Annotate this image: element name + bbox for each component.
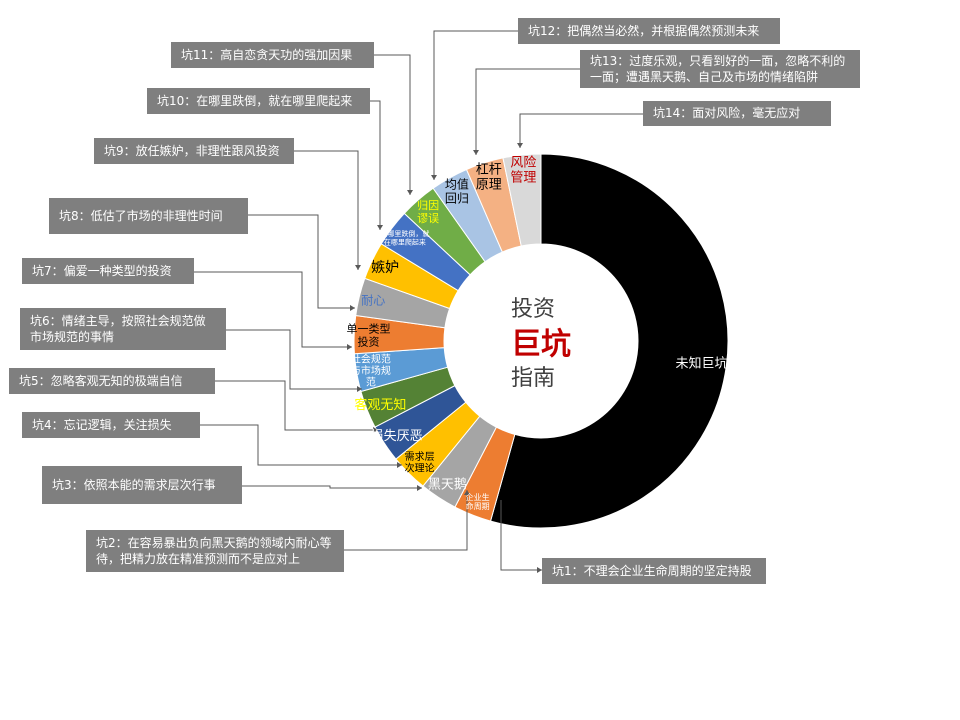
slice-label-2: 黑天鹅 bbox=[428, 476, 467, 492]
callout-11-text: ：高自恋贪天功的强加因果 bbox=[208, 48, 353, 62]
center-title-line2: 巨坑 bbox=[511, 327, 571, 362]
slice-label-1: 企业生命周期 bbox=[466, 492, 490, 511]
callout-12-text: ：把偶然当必然，并根据偶然预测未来 bbox=[555, 24, 760, 38]
callout-10-arrowhead bbox=[377, 225, 383, 230]
callout-5: 坑5：忽略客观无知的极端自信 bbox=[9, 368, 215, 394]
callout-5-arrowhead bbox=[373, 427, 378, 433]
callout-2-prefix: 坑2 bbox=[96, 536, 116, 550]
callout-3-prefix: 坑3 bbox=[52, 478, 72, 492]
callout-2-connector bbox=[344, 490, 468, 551]
callout-11-prefix: 坑11 bbox=[181, 48, 209, 62]
slice-label-6: 社会规范与市场规范 bbox=[351, 352, 391, 388]
slice-label-10: 在哪里跌倒，就在哪里爬起来 bbox=[380, 229, 429, 246]
callout-6-arrowhead bbox=[357, 386, 362, 392]
callout-9-connector bbox=[294, 150, 359, 270]
center-title-line3: 指南 bbox=[511, 366, 555, 391]
callout-11-arrowhead bbox=[407, 190, 413, 195]
callout-13-arrowhead bbox=[473, 150, 479, 155]
callout-14-connector bbox=[519, 113, 643, 148]
callout-13-prefix: 坑13 bbox=[590, 54, 618, 68]
callout-7-connector bbox=[194, 271, 352, 348]
callout-4-connector bbox=[200, 424, 402, 466]
callout-6: 坑6：情绪主导，按照社会规范做市场规范的事情 bbox=[20, 308, 226, 350]
callout-7-arrowhead bbox=[347, 344, 352, 350]
callout-8-arrowhead bbox=[350, 305, 355, 311]
callout-7-prefix: 坑7 bbox=[32, 264, 52, 278]
callout-6-prefix: 坑6 bbox=[30, 314, 50, 328]
callout-2-text: ：在容易暴出负向黑天鹅的领域内耐心等待，把精力放在精准预测而不是应对上 bbox=[96, 536, 332, 566]
callout-12-arrowhead bbox=[431, 175, 437, 180]
callout-1-prefix: 坑1 bbox=[552, 564, 572, 578]
slice-label-14: 风险管理 bbox=[510, 155, 536, 185]
callout-8-prefix: 坑8 bbox=[59, 209, 79, 223]
callout-1-connector bbox=[500, 500, 542, 571]
callout-14-text: ：面对风险，毫无应对 bbox=[680, 106, 801, 120]
callout-9: 坑9：放任嫉妒，非理性跟风投资 bbox=[94, 138, 294, 164]
slice-label-4: 损失厌恶 bbox=[371, 429, 423, 444]
callout-11: 坑11：高自恋贪天功的强加因果 bbox=[171, 42, 374, 68]
callout-3: 坑3：依照本能的需求层次行事 bbox=[42, 466, 242, 504]
callout-4-prefix: 坑4 bbox=[32, 418, 52, 432]
donut-slice-14 bbox=[502, 153, 542, 247]
callout-10-prefix: 坑10 bbox=[157, 94, 185, 108]
callout-3-connector bbox=[242, 485, 422, 489]
callout-6-text: ：情绪主导，按照社会规范做市场规范的事情 bbox=[30, 314, 206, 344]
callout-4: 坑4：忘记逻辑，关注损失 bbox=[22, 412, 200, 438]
callout-7: 坑7：偏爱一种类型的投资 bbox=[22, 258, 194, 284]
callout-12-prefix: 坑12 bbox=[528, 24, 556, 38]
callout-14-arrowhead bbox=[517, 143, 523, 148]
callout-1: 坑1：不理会企业生命周期的坚定持股 bbox=[542, 558, 766, 584]
donut-slice-0 bbox=[489, 153, 729, 529]
callout-1-text: ：不理会企业生命周期的坚定持股 bbox=[571, 564, 752, 578]
callout-14-prefix: 坑14 bbox=[653, 106, 681, 120]
callout-2-arrowhead bbox=[464, 490, 470, 495]
center-title-line1: 投资 bbox=[511, 297, 555, 322]
callout-12-connector bbox=[433, 30, 518, 180]
callout-9-prefix: 坑9 bbox=[104, 144, 124, 158]
callout-11-connector bbox=[374, 54, 411, 195]
callout-13-text: ：过度乐观，只看到好的一面，忽略不利的一面；遭遇黑天鹅、自己及市场的情绪陷阱 bbox=[590, 54, 846, 84]
callout-10-text: ：在哪里跌倒，就在哪里爬起来 bbox=[184, 94, 353, 108]
callout-7-text: ：偏爱一种类型的投资 bbox=[51, 264, 172, 278]
callout-13: 坑13：过度乐观，只看到好的一面，忽略不利的一面；遭遇黑天鹅、自己及市场的情绪陷… bbox=[580, 50, 860, 88]
slice-label-8: 耐心 bbox=[361, 293, 385, 307]
slice-label-7: 单一类型投资 bbox=[347, 322, 391, 349]
callout-14: 坑14：面对风险，毫无应对 bbox=[643, 101, 831, 126]
slice-label-0: 未知巨坑 bbox=[675, 356, 727, 372]
slice-label-5: 客观无知 bbox=[354, 397, 406, 413]
callout-3-text: ：依照本能的需求层次行事 bbox=[71, 478, 216, 492]
callout-1-arrowhead bbox=[537, 567, 542, 573]
callout-8-connector bbox=[248, 214, 355, 309]
callout-8: 坑8：低估了市场的非理性时间 bbox=[49, 198, 248, 234]
callout-10: 坑10：在哪里跌倒，就在哪里爬起来 bbox=[147, 88, 370, 114]
callout-10-connector bbox=[370, 100, 381, 230]
slice-label-11: 归因谬误 bbox=[417, 198, 439, 225]
slice-label-13: 杠杆原理 bbox=[476, 162, 502, 193]
slice-label-3: 需求层次理论 bbox=[405, 451, 435, 475]
callout-3-arrowhead bbox=[417, 485, 422, 491]
callout-13-connector bbox=[475, 68, 580, 155]
callout-9-arrowhead bbox=[355, 265, 361, 270]
callout-6-connector bbox=[226, 329, 362, 390]
callout-5-text: ：忽略客观无知的极端自信 bbox=[38, 374, 183, 388]
callout-5-connector bbox=[215, 380, 378, 431]
callout-4-arrowhead bbox=[397, 462, 402, 468]
callout-8-text: ：低估了市场的非理性时间 bbox=[78, 209, 223, 223]
callout-5-prefix: 坑5 bbox=[19, 374, 39, 388]
callout-9-text: ：放任嫉妒，非理性跟风投资 bbox=[123, 144, 280, 158]
callout-2: 坑2：在容易暴出负向黑天鹅的领域内耐心等待，把精力放在精准预测而不是应对上 bbox=[86, 530, 344, 572]
slice-label-12: 均值回归 bbox=[445, 177, 469, 206]
callout-4-text: ：忘记逻辑，关注损失 bbox=[51, 418, 172, 432]
callout-12: 坑12：把偶然当必然，并根据偶然预测未来 bbox=[518, 18, 780, 44]
slice-label-9: 嫉妒 bbox=[371, 260, 399, 276]
